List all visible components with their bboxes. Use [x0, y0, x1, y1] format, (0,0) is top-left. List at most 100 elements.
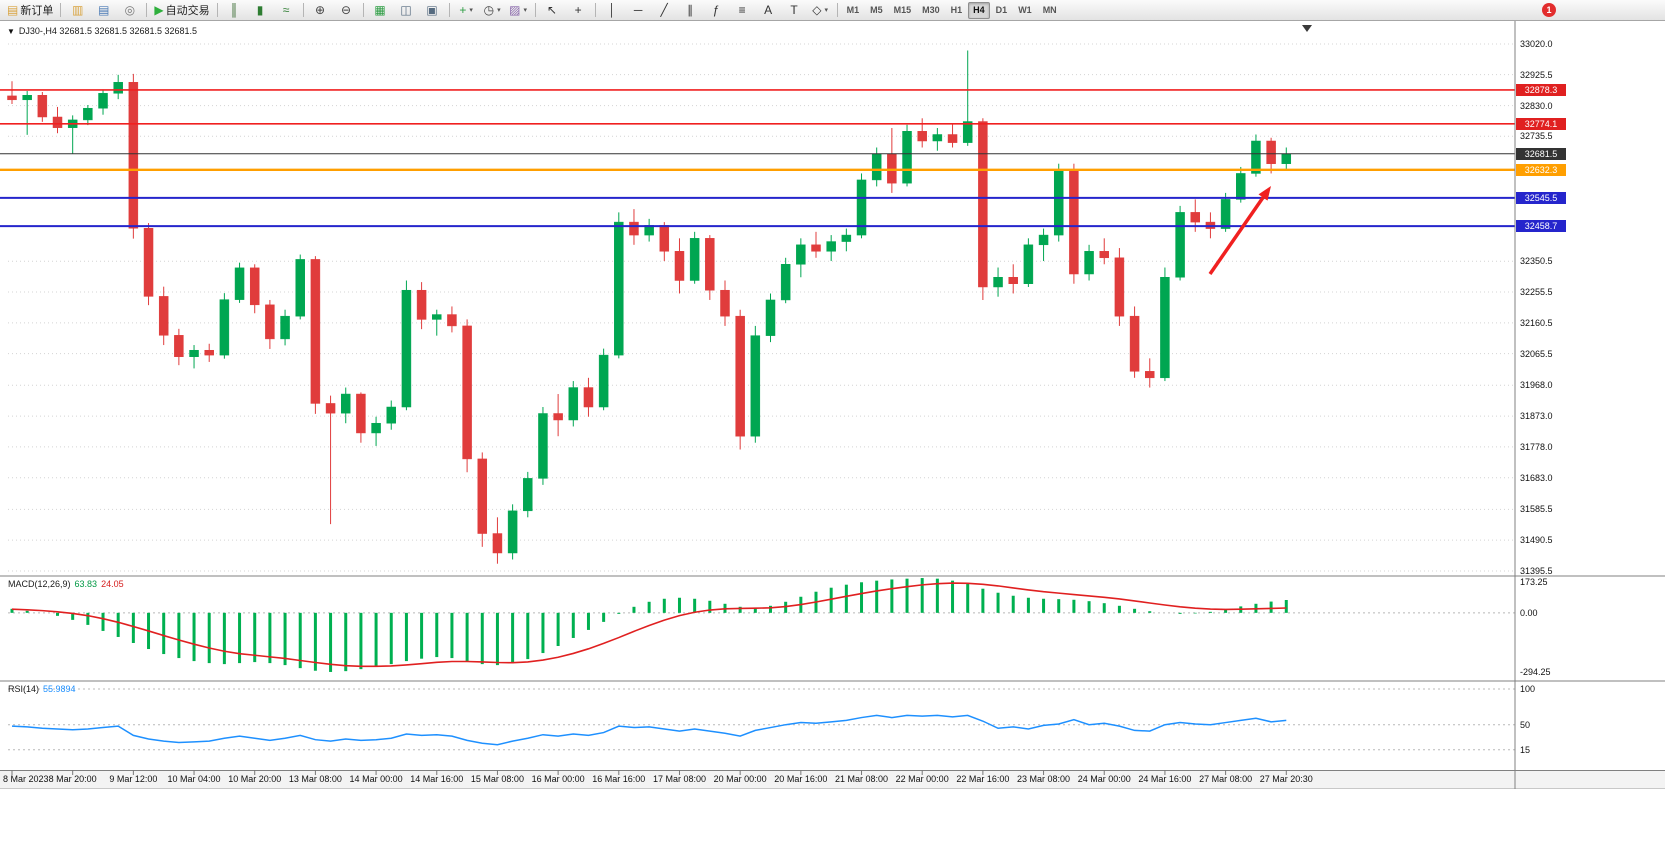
candle [477, 452, 488, 547]
arrows-icon[interactable]: T [782, 1, 807, 20]
time-axis-label: 16 Mar 16:00 [592, 774, 646, 784]
crosshair-icon: + [574, 3, 582, 17]
panel-dividers[interactable] [0, 21, 1665, 789]
bar-chart-icon[interactable]: ║ [222, 1, 247, 20]
candle [887, 128, 897, 193]
indicators-button[interactable]: + ▾ [454, 1, 479, 20]
candle [993, 267, 1003, 297]
time-axis-label: 16 Mar 00:00 [531, 774, 585, 784]
timeframe-h4-button[interactable]: H4 [968, 1, 990, 19]
timeframe-h1-button[interactable]: H1 [950, 5, 963, 15]
price-axis-label: 32255.5 [1520, 287, 1553, 297]
timeframe-m5-button[interactable]: M5 [870, 5, 883, 15]
chevron-down-icon: ▾ [497, 7, 501, 14]
price-level-tag: 32632.3 [1516, 163, 1566, 176]
toolbar-separator [146, 3, 148, 17]
candle [295, 254, 305, 320]
candle [796, 238, 806, 278]
rsi-value: 55.9894 [43, 684, 76, 694]
time-axis-strip [0, 770, 1665, 789]
timeframe-w1-button[interactable]: W1 [1018, 5, 1032, 15]
time-axis-label: 20 Mar 00:00 [713, 774, 767, 784]
timeframe-m1-button[interactable]: M1 [846, 5, 860, 15]
candle [583, 377, 594, 417]
candle [174, 328, 184, 366]
candle [219, 293, 230, 359]
candlestick-chart-icon[interactable]: ▮ [248, 1, 273, 20]
candle [735, 309, 745, 450]
trendline-icon: ╱ [660, 3, 668, 17]
toolbar-separator [302, 3, 304, 17]
timeframe-d1-button[interactable]: D1 [995, 5, 1008, 15]
candle [674, 238, 685, 294]
charts-profile-icon[interactable]: ▥ [65, 1, 90, 20]
trend-arrow[interactable] [1208, 186, 1271, 275]
price-level-tag: 32458.7 [1516, 220, 1566, 233]
line-chart-icon: ≈ [282, 3, 290, 17]
rsi-panel [8, 688, 1515, 751]
timeframe-m30-button[interactable]: M30 [922, 5, 940, 15]
price-axis-label: 31778.0 [1520, 441, 1553, 452]
shapes-icon[interactable]: ≡ [730, 1, 755, 20]
rsi-axis-label: 15 [1520, 744, 1531, 755]
arrow-shaft[interactable] [1208, 196, 1265, 275]
timeframe-mn-button[interactable]: MN [1042, 5, 1057, 15]
horizontal-line-icon[interactable]: ─ [626, 1, 651, 20]
candle [52, 106, 63, 134]
toolbar-separator [534, 3, 536, 17]
candle [447, 306, 457, 333]
new-order-button[interactable]: ▤ 新订单 [4, 1, 56, 20]
indicators-icon: + [459, 3, 467, 17]
price-axis-label: 32925.5 [1520, 69, 1553, 80]
macd-signal-line [11, 582, 1287, 668]
candle [1175, 205, 1185, 281]
objects-list-icon[interactable]: ◇ ▾ [808, 1, 833, 20]
candle [356, 392, 366, 443]
time-axis-label: 9 Mar 12:00 [109, 774, 158, 784]
text-icon: A [764, 3, 773, 17]
price-axis-label: 32160.5 [1520, 317, 1553, 328]
price-axis-label: 31490.5 [1520, 535, 1553, 546]
notification-badge[interactable]: 1 [1542, 3, 1556, 17]
candle [523, 471, 533, 518]
time-axis-label: 27 Mar 20:30 [1259, 774, 1313, 784]
fibonacci-icon[interactable]: ƒ [704, 1, 729, 20]
symbol-collapse-icon[interactable]: ▼ [7, 26, 15, 36]
cursor-icon[interactable]: ↖ [540, 1, 565, 20]
text-icon[interactable]: A [756, 1, 781, 20]
candle [98, 89, 108, 115]
arrange-windows-icon[interactable]: ◫ [394, 1, 419, 20]
line-chart-icon[interactable]: ≈ [274, 1, 299, 20]
cascade-windows-icon[interactable]: ▣ [420, 1, 445, 20]
horizontal-line-icon: ─ [633, 3, 643, 17]
candle [1023, 238, 1034, 287]
chart-shift-triangle-icon[interactable] [1302, 25, 1312, 32]
time-axis-label: 17 Mar 08:00 [652, 774, 706, 784]
hlines-layer[interactable] [0, 89, 1515, 228]
vertical-line-icon[interactable]: │ [600, 1, 625, 20]
templates-button[interactable]: ▨ ▾ [506, 1, 531, 20]
candle [1236, 166, 1246, 203]
periods-button[interactable]: ◷ ▾ [480, 1, 505, 20]
toolbar: ▤ 新订单 ▥ ▤ ◎ ▶ 自动交易 ║ ▮ ≈ ⊕ ⊖ ▦ ◫ ▣ + ▾ ◷ ▾ ▨ ▾ ↖ + │ ─ ╱ ∥ ƒ ≡ A T ◇ ▾ M1… [0, 0, 1665, 21]
price-axis-label: 32350.5 [1520, 256, 1553, 267]
macd-indicator-label: MACD(12,26,9) 63.83 24.05 [8, 579, 128, 589]
toolbar-separator [594, 3, 596, 17]
zoom-in-icon[interactable]: ⊕ [308, 1, 333, 20]
candle [598, 348, 609, 411]
market-watch-icon[interactable]: ▤ [91, 1, 116, 20]
time-axis-label: 10 Mar 20:00 [228, 774, 282, 784]
auto-trading-button[interactable]: ▶ 自动交易 [151, 1, 212, 20]
candle [340, 387, 351, 424]
broadcast-icon[interactable]: ◎ [117, 1, 142, 20]
zoom-out-icon[interactable]: ⊖ [334, 1, 359, 20]
candle [978, 118, 988, 300]
timeframe-m15-button[interactable]: M15 [893, 5, 912, 15]
time-axis-label: 13 Mar 08:00 [288, 774, 342, 784]
channel-icon[interactable]: ∥ [678, 1, 703, 20]
candle [689, 231, 700, 284]
candle [765, 293, 776, 343]
crosshair-icon[interactable]: + [566, 1, 591, 20]
tile-windows-icon[interactable]: ▦ [368, 1, 393, 20]
trendline-icon[interactable]: ╱ [652, 1, 677, 20]
